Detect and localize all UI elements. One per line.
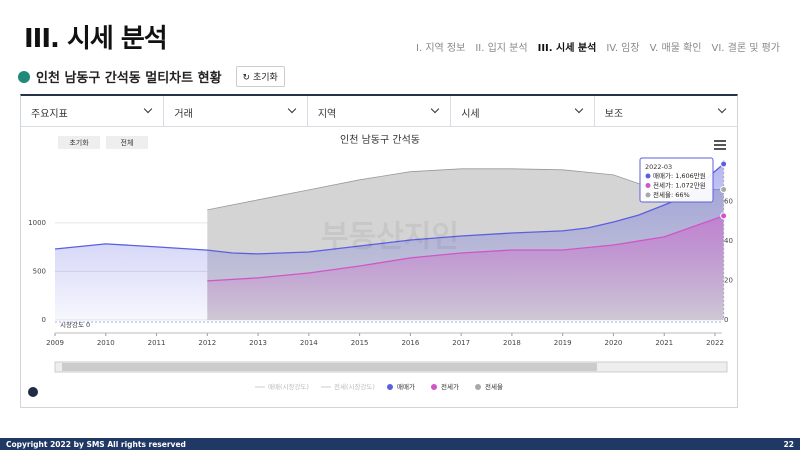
dropdown-row: 주요지표 거래 지역 시세 보조 xyxy=(21,96,737,127)
legend-dot xyxy=(387,384,393,390)
chart-button-label: 초기화 xyxy=(69,138,89,147)
y2-tick-label: 20 xyxy=(724,276,733,284)
dropdown[interactable]: 보조 xyxy=(595,96,737,126)
x-tick-label: 2014 xyxy=(300,339,318,347)
tooltip xyxy=(639,157,714,203)
nav: I. 지역 정보 II. 입지 분석 III. 시세 분석 IV. 임장 V. 매물 확… xyxy=(416,39,780,54)
watermark: 부동산지인 xyxy=(321,220,459,255)
menu-icon[interactable] xyxy=(714,144,726,146)
menu-icon[interactable] xyxy=(714,140,726,142)
tooltip-item: 전세가: 1,072만원 xyxy=(653,181,706,190)
subtitle-row: 인천 남동구 간석동 멀티차트 현황 ↻ 초기화 xyxy=(18,66,285,87)
y2-tick-label: 40 xyxy=(724,237,733,245)
legend-label[interactable]: 전세가 xyxy=(441,382,459,391)
baseline-label: 시장강도 0 xyxy=(60,320,90,329)
menu-icon[interactable] xyxy=(714,148,726,150)
x-tick-label: 2020 xyxy=(605,339,623,347)
y2-tick-label: 0 xyxy=(724,316,728,324)
x-tick-label: 2011 xyxy=(148,339,166,347)
x-tick-label: 2015 xyxy=(351,339,369,347)
nav-item[interactable]: I. 지역 정보 xyxy=(416,43,466,54)
x-tick-label: 2019 xyxy=(554,339,572,347)
point xyxy=(720,186,728,194)
chart-button[interactable] xyxy=(58,136,100,149)
x-tick-label: 2009 xyxy=(46,339,64,347)
x-tick-label: 2010 xyxy=(97,339,115,347)
tooltip-item: 매매가: 1,606만원 xyxy=(653,171,706,180)
y-tick-label: 500 xyxy=(33,267,46,275)
tooltip-dot xyxy=(645,192,651,198)
reset-button[interactable]: ↻ 초기화 xyxy=(235,66,285,87)
tooltip-dot xyxy=(645,183,651,188)
tooltip-item: 전세율: 66% xyxy=(653,190,690,199)
scrollbar-thumb[interactable] xyxy=(62,363,597,371)
y-tick-label: 0 xyxy=(42,316,46,324)
series-line xyxy=(54,163,725,255)
chart-box: 주요지표 거래 지역 시세 보조 xyxy=(20,94,738,408)
icon xyxy=(18,70,30,83)
legend-label[interactable]: 매매(시장강도) xyxy=(268,382,309,391)
y-tick-label: 1000 xyxy=(28,219,46,227)
point xyxy=(720,212,728,220)
chart-button-label: 전체 xyxy=(121,138,134,147)
legend-label[interactable]: 전세율 xyxy=(485,382,503,391)
page-number: 22 xyxy=(783,440,794,449)
series-area xyxy=(207,215,724,320)
subtitle: 인천 남동구 간석동 멀티차트 현황 xyxy=(36,71,222,86)
point xyxy=(720,160,728,168)
tooltip-dot xyxy=(645,173,651,179)
y2-tick-label: 60 xyxy=(724,197,733,205)
x-tick-label: 2013 xyxy=(249,339,267,347)
x-tick-label: 2018 xyxy=(503,339,521,347)
series-line xyxy=(207,215,724,282)
logo xyxy=(28,387,38,397)
nav-item[interactable]: IV. 임장 xyxy=(606,43,640,54)
nav-item[interactable]: V. 매물 확인 xyxy=(649,43,702,54)
legend-dot xyxy=(431,384,437,390)
reset-label: 초기화 xyxy=(252,73,278,83)
x-tick-label: 2016 xyxy=(401,339,419,347)
copyright: Copyright 2022 by SMS All rights reserve… xyxy=(6,440,186,449)
nav-item[interactable]: II. 입지 분석 xyxy=(475,43,528,54)
page-title: III. 시세 분석 xyxy=(24,24,168,54)
x-tick-label: 2012 xyxy=(198,339,216,347)
x-tick-label: 2021 xyxy=(655,339,673,347)
x-tick-label: 2022 xyxy=(706,339,724,347)
legend-label[interactable]: 전세(시장강도) xyxy=(334,382,375,391)
footer: Copyright 2022 by SMS All rights reserve… xyxy=(0,438,800,450)
chart-title: 인천 남동구 간석동 xyxy=(340,134,420,146)
x-tick-label: 2017 xyxy=(452,339,470,347)
tooltip-date: 2022-03 xyxy=(645,163,672,171)
nav-item[interactable]: III. 시세 분석 xyxy=(537,43,597,54)
legend-label[interactable]: 매매가 xyxy=(397,382,415,391)
chart-button[interactable] xyxy=(106,136,148,149)
legend-dot xyxy=(475,384,481,390)
nav-item[interactable]: VI. 결론 및 평가 xyxy=(711,43,780,54)
